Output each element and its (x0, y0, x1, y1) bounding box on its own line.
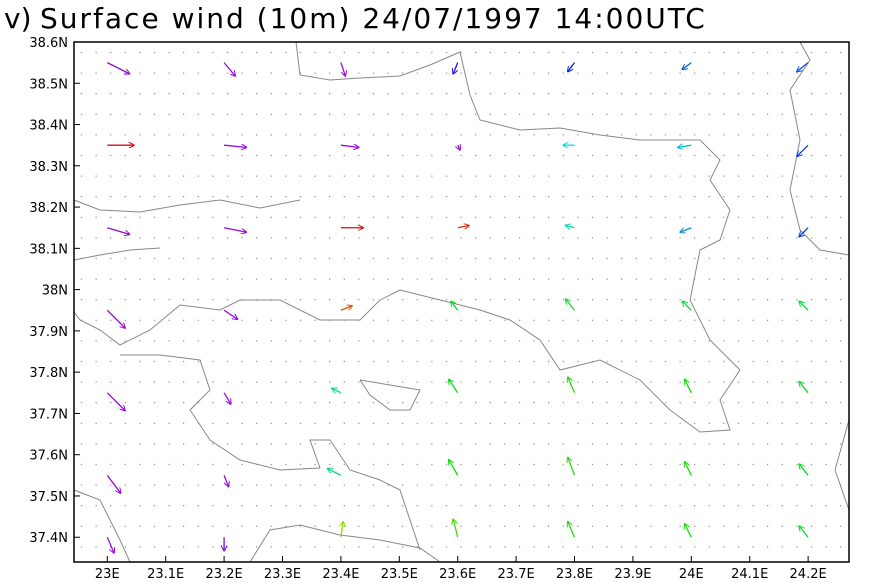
y-tick-label: 38.5N (29, 77, 68, 92)
y-tick-label: 37.5N (29, 490, 68, 505)
wind-arrow (223, 309, 237, 319)
x-tick-label: 23.9E (614, 567, 651, 582)
plot-frame (73, 41, 850, 563)
wind-arrow (106, 536, 114, 552)
wind-arrow (340, 62, 345, 76)
wind-arrow (223, 475, 228, 486)
wind-arrow (107, 227, 129, 235)
wind-arrow (683, 62, 692, 70)
wind-arrow (328, 469, 342, 476)
x-tick-label: 24E (679, 567, 704, 582)
y-tick-label: 37.9N (29, 325, 68, 340)
map-title: Surface wind (10m) 24/07/1997 14:00UTC (40, 2, 707, 35)
x-tick-label: 23.3E (264, 567, 301, 582)
wind-arrow (106, 309, 125, 328)
wind-arrow (797, 62, 809, 72)
x-tick-label: 23.5E (381, 567, 418, 582)
wind-arrow (799, 382, 809, 394)
y-tick-label: 37.7N (29, 407, 68, 422)
x-tick-label: 23.4E (322, 567, 359, 582)
x-tick-label: 24.1E (731, 567, 768, 582)
wind-arrow (223, 62, 235, 76)
wind-arrow (340, 306, 352, 311)
wind-arrow (449, 380, 459, 394)
wind-arrow (566, 226, 575, 228)
grid-points (74, 42, 849, 562)
wind-arrow (453, 520, 459, 538)
wind-arrow (566, 299, 576, 311)
y-tick-label: 37.8N (29, 366, 68, 381)
wind-arrow (341, 522, 343, 538)
y-tick-label: 38.2N (29, 201, 68, 216)
wind-arrow (568, 62, 576, 72)
wind-arrow (797, 144, 809, 156)
y-tick-label: 38.6N (29, 36, 68, 51)
wind-arrow (685, 524, 692, 538)
wind-arrow (685, 380, 692, 394)
wind-arrow (799, 227, 809, 237)
x-tick-label: 24.2E (790, 567, 827, 582)
wind-arrow (453, 62, 459, 74)
wind-arrow (106, 474, 120, 493)
y-tick-label: 38.1N (29, 242, 68, 257)
panel-label: v) (4, 2, 32, 35)
wind-arrow (678, 145, 692, 147)
wind-arrow (683, 301, 692, 311)
wind-arrow (223, 392, 231, 404)
wind-arrow (568, 522, 576, 538)
wind-arrow (106, 392, 125, 411)
wind-arrow (332, 388, 342, 394)
wind-arrow (680, 227, 692, 232)
y-tick-label: 37.6N (29, 449, 68, 464)
wind-arrow (457, 226, 469, 228)
wind-arrow (799, 301, 809, 311)
wind-arrow (568, 458, 576, 476)
wind-arrow (106, 62, 129, 74)
x-tick-label: 23E (95, 567, 120, 582)
x-tick-label: 23.2E (206, 567, 243, 582)
x-tick-label: 23.8E (556, 567, 593, 582)
y-tick-label: 38.4N (29, 119, 68, 134)
wind-arrow (223, 227, 246, 232)
wind-arrow (458, 145, 460, 149)
wind-arrow (224, 145, 246, 147)
wind-arrow (451, 301, 459, 311)
wind-arrow (685, 462, 692, 476)
y-tick-label: 37.4N (29, 531, 68, 546)
x-tick-label: 23.6E (439, 567, 476, 582)
wind-arrow (799, 526, 809, 538)
coastlines (73, 41, 850, 563)
x-tick-label: 23.1E (147, 567, 184, 582)
x-tick-label: 23.7E (498, 567, 535, 582)
wind-arrow (340, 145, 359, 147)
wind-arrow (799, 464, 809, 476)
y-tick-label: 38.3N (29, 160, 68, 175)
wind-arrow (568, 377, 576, 394)
wind-arrow (449, 460, 459, 476)
y-tick-label: 38N (42, 284, 68, 299)
